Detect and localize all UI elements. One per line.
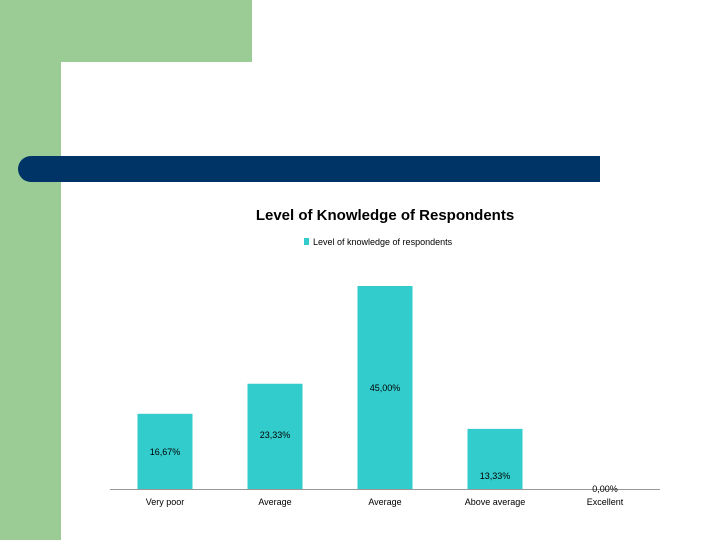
bars-group [137, 286, 523, 489]
data-label-2: 45,00% [370, 383, 401, 393]
bar-1 [247, 383, 303, 489]
data-label-1: 23,33% [260, 430, 291, 440]
legend-label: Level of knowledge of respondents [313, 237, 453, 247]
bar-3 [467, 428, 523, 489]
data-labels: 16,67% 23,33% 45,00% 13,33% 0,00% [150, 383, 618, 494]
category-label-3: Above average [465, 497, 526, 507]
data-label-0: 16,67% [150, 447, 181, 457]
category-label-4: Excellent [587, 497, 624, 507]
legend-swatch [304, 238, 309, 245]
category-label-0: Very poor [146, 497, 185, 507]
category-labels: Very poor Average Average Above average Exce… [146, 497, 624, 507]
accent-green-side-strip [0, 0, 61, 540]
slide-corner [61, 62, 121, 122]
header-blue-bar [18, 156, 600, 182]
chart-title: Level of Knowledge of Respondents [256, 207, 514, 224]
bar-2 [357, 286, 413, 489]
category-label-2: Average [368, 497, 401, 507]
data-label-3: 13,33% [480, 471, 511, 481]
category-label-1: Average [258, 497, 291, 507]
data-label-4: 0,00% [592, 484, 618, 494]
legend: Level of knowledge of respondents [304, 237, 453, 247]
bar-0 [137, 413, 193, 489]
